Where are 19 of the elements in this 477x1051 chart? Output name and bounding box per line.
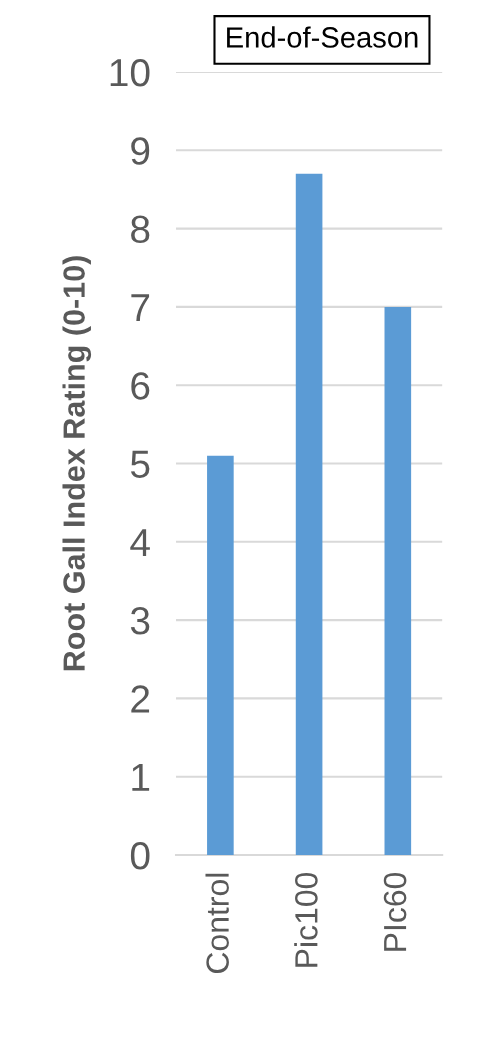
y-tick-label: 6 [131, 372, 150, 400]
y-tick-label: 4 [130, 529, 150, 556]
y-axis-title: Root Gall Index Rating (0-10) [62, 256, 92, 671]
y-tick-label: 5 [130, 450, 150, 478]
y-tick-label: 9 [131, 137, 150, 165]
y-tick-label: 2 [131, 685, 150, 713]
y-tick-label: 1 [132, 764, 150, 791]
y-tick-label: 7 [131, 294, 150, 321]
x-tick-label: PIc60 [383, 872, 407, 951]
y-tick-label: 0 [130, 841, 150, 870]
x-tick-label: Control [205, 873, 229, 973]
y-tick-label: 3 [130, 607, 150, 635]
bar [384, 306, 412, 855]
y-tick-label: 8 [131, 215, 150, 244]
bar [207, 455, 234, 855]
bar [295, 173, 323, 855]
y-tick-label: 10 [110, 58, 150, 87]
x-tick-label: Pic100 [294, 872, 318, 967]
chart-title: End-of-Season [227, 26, 418, 48]
